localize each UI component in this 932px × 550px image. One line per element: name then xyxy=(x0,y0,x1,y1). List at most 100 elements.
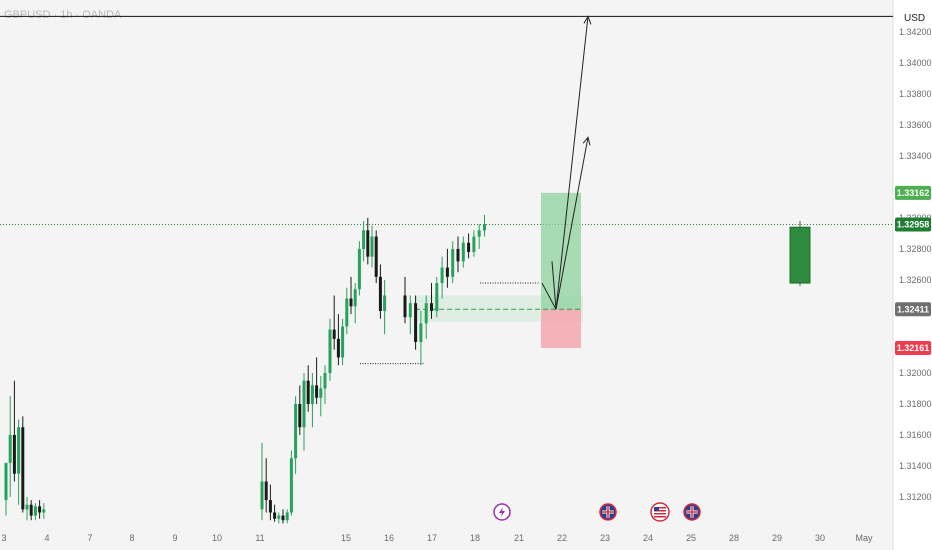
price-tag-label: 1.33162 xyxy=(897,188,930,198)
flag-stripe xyxy=(654,516,666,518)
candles-layer xyxy=(4,214,811,524)
flag-stripe xyxy=(654,513,666,515)
candle-body xyxy=(341,326,345,358)
candle-body xyxy=(483,224,486,231)
candle-body xyxy=(461,242,465,262)
x-tick-label: 28 xyxy=(729,533,739,543)
candle-body xyxy=(42,509,46,513)
candle-body xyxy=(353,289,357,307)
candle-body xyxy=(273,512,277,519)
arrow-leg-mid xyxy=(551,261,557,310)
x-tick-label: 8 xyxy=(129,533,134,543)
projection-candle-body xyxy=(789,226,811,284)
x-tick-label: 17 xyxy=(427,533,437,543)
candle-body xyxy=(357,248,361,290)
price-axis-panel[interactable] xyxy=(893,0,932,550)
arrow-head-mid xyxy=(582,136,591,146)
y-tick-label: 1.33400 xyxy=(899,151,932,161)
candle-body xyxy=(310,385,314,404)
x-tick-label: 4 xyxy=(44,533,49,543)
price-tag-label: 1.32958 xyxy=(897,219,930,229)
x-axis-ticks: 3 4 7 8 9 10 11 15 16 17 18 21 22 23 24 25 28 29 30 May xyxy=(1,533,873,543)
x-tick-label: 29 xyxy=(772,533,782,543)
drawings-layer[interactable] xyxy=(0,15,893,365)
candle-body xyxy=(332,329,336,339)
x-tick-label: 7 xyxy=(87,533,92,543)
y-tick-label: 1.34200 xyxy=(899,27,932,37)
candle-body xyxy=(328,329,332,373)
y-tick-label: 1.32000 xyxy=(899,368,932,378)
candle-body xyxy=(451,248,455,277)
projection-arrows[interactable] xyxy=(541,15,592,310)
candle-body xyxy=(17,427,21,474)
x-tick-label: 23 xyxy=(600,533,610,543)
x-tick-label: 22 xyxy=(557,533,567,543)
currency-label[interactable]: USD xyxy=(904,13,925,24)
candle-body xyxy=(435,283,439,311)
candle-body xyxy=(298,403,302,428)
y-tick-label: 1.33800 xyxy=(899,89,932,99)
candle-body xyxy=(25,504,29,510)
arrow-head-target xyxy=(583,15,592,25)
candle-body xyxy=(424,303,428,324)
candle-body xyxy=(281,515,285,521)
x-tick-label: 25 xyxy=(686,533,696,543)
candle-body xyxy=(268,500,272,513)
price-tag xyxy=(895,185,931,200)
flag-canton xyxy=(654,507,659,511)
price-tag-label: 1.32161 xyxy=(897,343,930,353)
y-tick-label: 1.31800 xyxy=(899,399,932,409)
candle-body xyxy=(277,515,281,519)
candle-body xyxy=(315,385,319,398)
candle-body xyxy=(4,462,8,501)
candle-body xyxy=(378,276,382,311)
candle-body xyxy=(366,230,370,257)
candle-body xyxy=(319,388,323,398)
candle-body xyxy=(260,481,264,510)
candle-body xyxy=(345,298,349,327)
candle-body xyxy=(306,380,310,404)
stop-loss-zone[interactable] xyxy=(541,309,581,349)
y-tick-label: 1.34000 xyxy=(899,58,932,68)
candle-body xyxy=(302,380,306,428)
candle-body xyxy=(336,338,340,358)
candle-body xyxy=(440,267,444,284)
y-tick-label: 1.31600 xyxy=(899,430,932,440)
candle-body xyxy=(456,248,460,262)
flag-stripe xyxy=(654,510,666,512)
y-tick-label: 1.33600 xyxy=(899,120,932,130)
price-tag-label: 1.32411 xyxy=(897,304,929,314)
candle-body xyxy=(38,506,42,513)
arrow-leg-down xyxy=(541,282,557,310)
candle-body xyxy=(8,434,12,463)
candle-body xyxy=(403,295,407,318)
candle-body xyxy=(33,506,37,516)
candle-body xyxy=(430,303,433,311)
us-flag-icon[interactable] xyxy=(650,502,670,522)
flag-stripe xyxy=(654,507,666,509)
y-tick-label: 1.32800 xyxy=(899,244,932,254)
candle-body xyxy=(289,458,293,513)
lightning-glyph xyxy=(499,507,505,517)
candle-body xyxy=(285,512,289,521)
candle-body xyxy=(264,481,268,501)
price-tag xyxy=(895,302,931,317)
candle-body xyxy=(12,434,16,474)
candle-body xyxy=(445,267,449,277)
candle-body xyxy=(349,298,353,307)
x-tick-label: 3 xyxy=(1,533,6,543)
y-tick-label: 1.32600 xyxy=(899,275,932,285)
x-tick-label: 15 xyxy=(341,533,351,543)
x-tick-label: 9 xyxy=(172,533,177,543)
candle-body xyxy=(408,303,412,318)
candle-body xyxy=(323,372,327,389)
x-tick-label: 10 xyxy=(212,533,222,543)
x-tick-label: 30 xyxy=(815,533,825,543)
y-tick-label: 1.31200 xyxy=(899,492,932,502)
x-tick-label: 21 xyxy=(514,533,524,543)
candle-body xyxy=(374,236,378,277)
x-tick-label: 24 xyxy=(643,533,653,543)
event-icons[interactable] xyxy=(493,502,701,522)
